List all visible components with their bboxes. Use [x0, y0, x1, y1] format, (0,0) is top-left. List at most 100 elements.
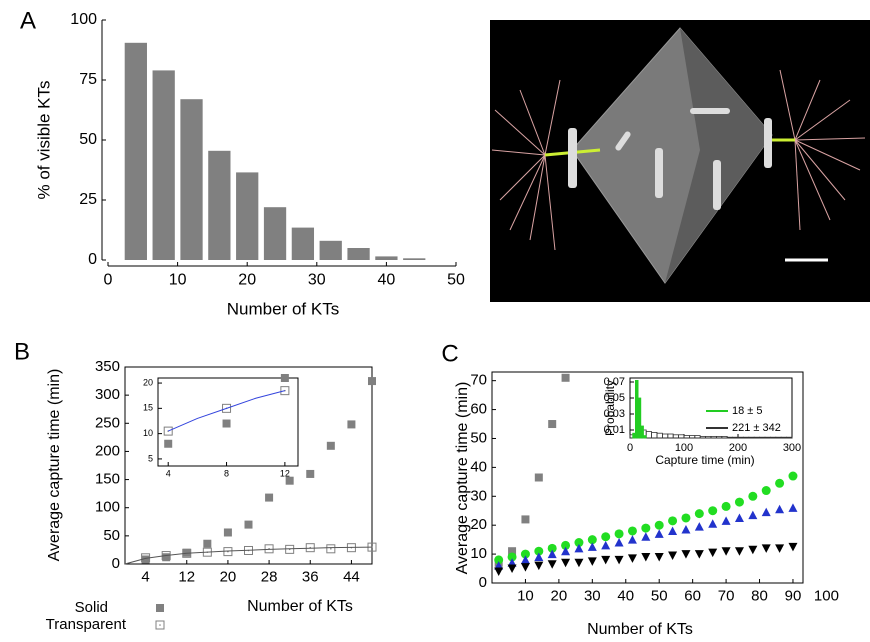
x-tick-label: 100: [814, 587, 839, 604]
point: [561, 546, 571, 556]
y-tick-label: 0.03: [604, 408, 625, 420]
plot-frame: [157, 377, 299, 467]
point: [347, 420, 356, 429]
panel-label: C: [441, 340, 458, 367]
y-tick-label: 75: [79, 71, 97, 88]
x-tick-label: 8: [224, 468, 229, 478]
point: [326, 544, 336, 554]
point: [494, 555, 504, 565]
y-tick-label: 40: [470, 458, 487, 475]
point: [627, 526, 637, 536]
point: [156, 604, 164, 612]
y-tick-label: 25: [79, 191, 97, 208]
x-tick-label: 12: [280, 468, 290, 478]
chromosomes: [568, 108, 772, 210]
legend-label: Solid: [75, 599, 108, 616]
point: [547, 543, 557, 553]
point: [761, 486, 771, 496]
x-tick-label: 4: [166, 468, 171, 478]
point: [561, 540, 571, 550]
point: [222, 419, 231, 428]
x-tick-label: 40: [378, 272, 396, 289]
point: [203, 539, 212, 548]
y-tick-label: 20: [470, 516, 487, 533]
point: [285, 476, 294, 485]
point: [668, 516, 678, 526]
x-tick-label: 20: [220, 568, 237, 585]
point: [547, 549, 557, 559]
x-tick-label: 60: [684, 587, 701, 604]
y-tick-label: 15: [143, 403, 153, 413]
point: [668, 551, 678, 561]
point: [280, 386, 290, 396]
point: [520, 563, 530, 572]
point: [244, 520, 253, 529]
point: [734, 497, 744, 507]
y-axis-label: Average capture time (min): [46, 369, 63, 562]
histogram-bar: [753, 436, 761, 439]
x-tick-label: 40: [617, 587, 634, 604]
point: [520, 549, 530, 559]
point: [547, 560, 557, 569]
point: [534, 546, 544, 556]
point: [614, 538, 624, 547]
y-tick-label: 70: [470, 372, 487, 389]
point: [494, 567, 504, 576]
legend-label: 18 ± 5: [732, 405, 763, 417]
point: [574, 538, 584, 548]
fit-line: [124, 546, 373, 565]
x-tick-label: 300: [783, 442, 801, 454]
x-tick-label: 0: [104, 272, 113, 289]
x-tick-label: 44: [343, 568, 360, 585]
point-dot: [330, 548, 332, 550]
x-tick-label: 36: [302, 568, 319, 585]
x-axis-label: Number of KTs: [247, 598, 353, 615]
y-tick-label: 150: [95, 471, 120, 488]
x-tick-label: 30: [584, 587, 601, 604]
point: [574, 558, 584, 568]
x-axis-label: Number of KTs: [587, 621, 693, 638]
point: [141, 555, 150, 564]
point: [694, 509, 704, 519]
point: [775, 504, 785, 514]
y-tick-label: 250: [95, 414, 120, 431]
y-tick-label: 100: [95, 499, 120, 516]
histogram-bar: [748, 436, 755, 439]
point: [614, 529, 624, 539]
point: [520, 555, 530, 564]
x-tick-label: 20: [238, 272, 256, 289]
point: [681, 550, 691, 559]
point: [162, 553, 171, 562]
histogram-bar: [635, 379, 639, 439]
point: [681, 513, 691, 523]
x-tick-label: 200: [729, 442, 747, 454]
point: [574, 543, 584, 553]
y-tick-label: 0: [88, 251, 97, 268]
point: [587, 557, 597, 566]
x-axis-label: Capture time (min): [655, 453, 754, 467]
x-tick-label: 90: [785, 587, 802, 604]
x-tick-label: 4: [141, 568, 149, 585]
histogram-bar: [726, 436, 734, 439]
y-tick-label: 50: [470, 429, 487, 446]
x-tick-label: 12: [178, 568, 195, 585]
y-tick-label: 300: [95, 386, 120, 403]
histogram-bar: [764, 436, 771, 439]
y-tick-label: 20: [143, 377, 153, 387]
point: [708, 548, 718, 558]
y-tick-label: 0.05: [604, 392, 625, 404]
point: [223, 528, 232, 537]
panel-label: A: [20, 7, 36, 34]
histogram-bar: [775, 436, 782, 439]
legend-label: Transparent: [46, 616, 127, 633]
y-tick-label: 0: [479, 574, 487, 591]
point: [761, 507, 771, 517]
point: [708, 506, 718, 516]
bar: [403, 258, 426, 260]
point: [788, 542, 798, 552]
point: [694, 522, 704, 531]
y-tick-label: 10: [470, 545, 487, 562]
point: [654, 529, 664, 538]
bar: [319, 240, 342, 260]
histogram-bar: [640, 425, 644, 439]
